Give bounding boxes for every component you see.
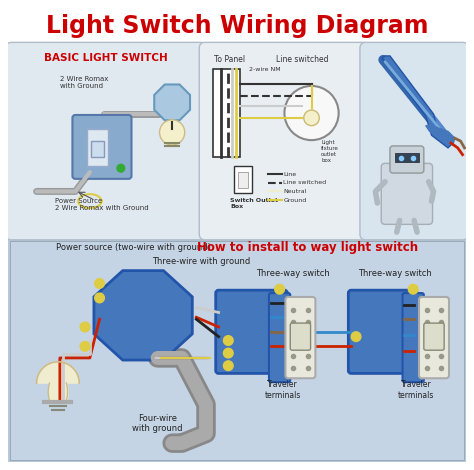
FancyBboxPatch shape	[216, 290, 287, 374]
Polygon shape	[36, 362, 79, 383]
FancyBboxPatch shape	[73, 115, 131, 179]
Circle shape	[80, 322, 90, 332]
Polygon shape	[426, 125, 455, 145]
FancyBboxPatch shape	[360, 42, 468, 240]
Text: Switch Outlet
Box: Switch Outlet Box	[230, 198, 278, 209]
Text: Light
fixture
outlet
box: Light fixture outlet box	[321, 140, 339, 163]
Text: Neutral: Neutral	[283, 189, 307, 194]
Text: 2-wire NM: 2-wire NM	[249, 67, 281, 72]
Text: Line: Line	[283, 172, 297, 177]
FancyBboxPatch shape	[290, 323, 310, 350]
Circle shape	[284, 86, 338, 140]
Text: Traveler
terminals: Traveler terminals	[264, 380, 301, 400]
FancyBboxPatch shape	[199, 42, 369, 240]
Bar	[238, 172, 247, 188]
Bar	[234, 166, 252, 193]
Bar	[395, 153, 419, 163]
Circle shape	[223, 348, 233, 358]
Circle shape	[351, 332, 361, 342]
Circle shape	[117, 164, 125, 172]
FancyBboxPatch shape	[390, 146, 424, 173]
Bar	[87, 129, 108, 166]
Bar	[8, 238, 466, 462]
Text: To Panel: To Panel	[214, 55, 245, 64]
Text: Three-way switch: Three-way switch	[358, 269, 432, 278]
Circle shape	[223, 336, 233, 345]
Text: BASIC LIGHT SWITCH: BASIC LIGHT SWITCH	[45, 53, 168, 63]
Circle shape	[304, 110, 319, 125]
Text: 2 Wire Romax
with Ground: 2 Wire Romax with Ground	[60, 76, 108, 88]
Circle shape	[408, 284, 418, 294]
Circle shape	[80, 342, 90, 351]
Polygon shape	[94, 271, 192, 360]
Bar	[213, 70, 240, 157]
Circle shape	[160, 120, 185, 145]
Text: Line switched: Line switched	[283, 180, 327, 185]
Bar	[8, 8, 466, 44]
Circle shape	[95, 293, 104, 303]
Circle shape	[95, 279, 104, 288]
Text: Traveler
terminals: Traveler terminals	[398, 380, 434, 400]
Text: Power source (two-wire with ground): Power source (two-wire with ground)	[56, 243, 211, 252]
FancyBboxPatch shape	[348, 290, 417, 374]
Text: Line switched: Line switched	[275, 55, 328, 64]
FancyBboxPatch shape	[419, 297, 449, 378]
Text: How to install to way light switch: How to install to way light switch	[197, 241, 418, 254]
FancyBboxPatch shape	[285, 297, 315, 378]
Circle shape	[223, 361, 233, 370]
Polygon shape	[154, 85, 190, 120]
Bar	[8, 44, 466, 238]
Bar	[91, 141, 104, 157]
FancyBboxPatch shape	[424, 323, 444, 350]
FancyBboxPatch shape	[6, 42, 207, 240]
Circle shape	[275, 284, 284, 294]
Text: Ground: Ground	[283, 198, 307, 203]
Bar	[10, 241, 464, 460]
Text: Power Source
2 Wire Romax with Ground: Power Source 2 Wire Romax with Ground	[55, 198, 149, 212]
Text: Three-way switch: Three-way switch	[256, 269, 330, 278]
Text: Four-wire
with ground: Four-wire with ground	[132, 414, 183, 433]
FancyBboxPatch shape	[381, 164, 433, 224]
Polygon shape	[382, 56, 453, 148]
FancyBboxPatch shape	[269, 293, 290, 382]
Text: Light Switch Wiring Diagram: Light Switch Wiring Diagram	[46, 14, 428, 38]
Text: Three-wire with ground: Three-wire with ground	[152, 257, 250, 266]
FancyBboxPatch shape	[402, 293, 424, 382]
